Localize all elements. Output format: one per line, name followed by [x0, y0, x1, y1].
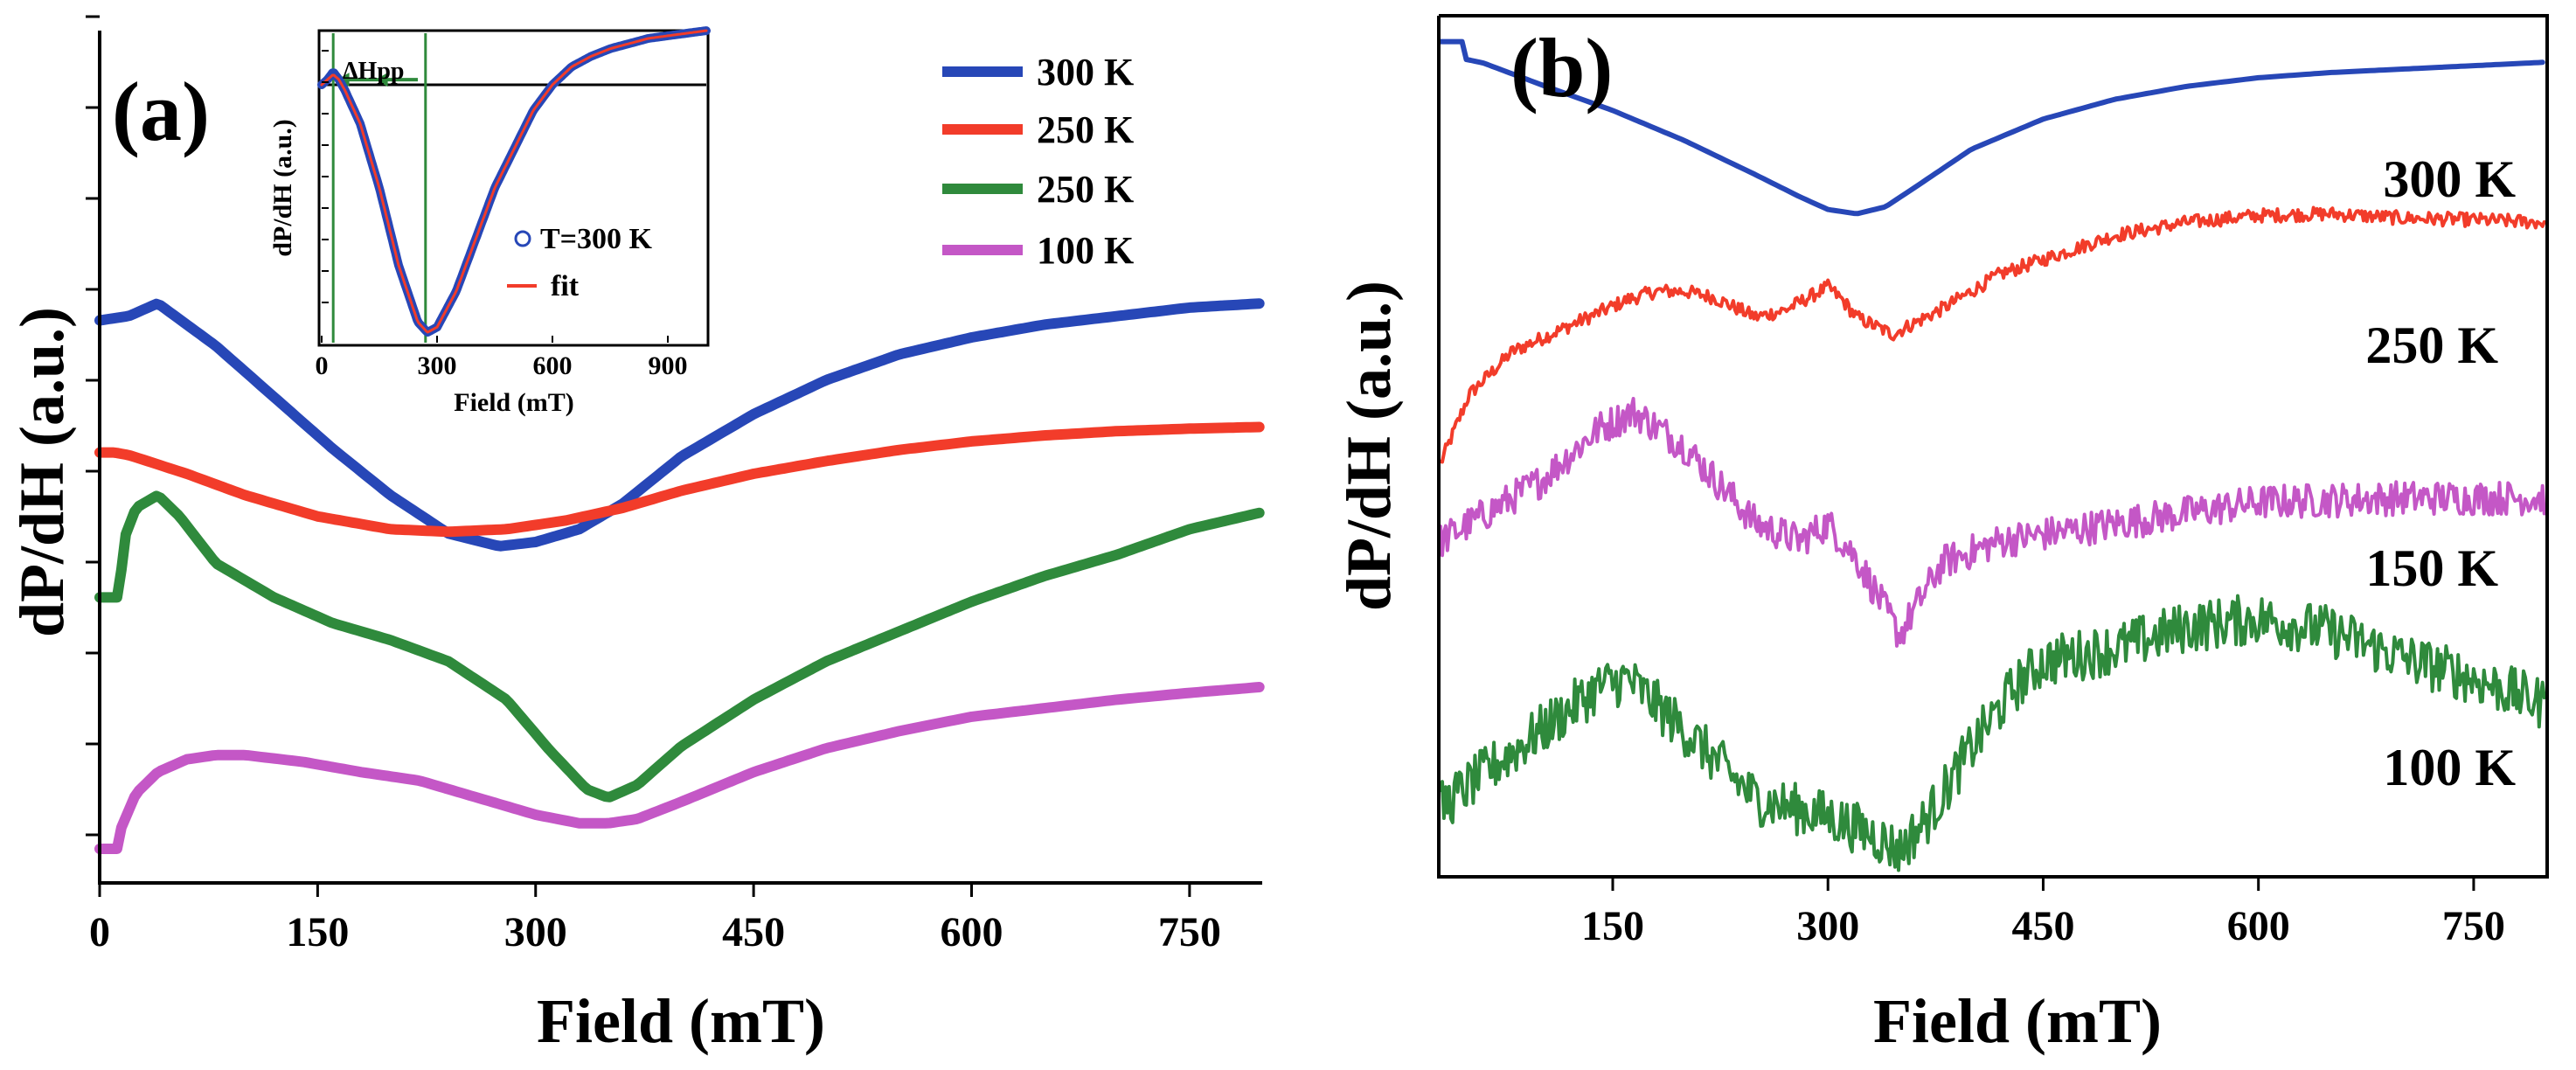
panel-b: 150 300 450 600 750 (b) Field (mT) dP/dH (a.…	[1334, 14, 2549, 1056]
series-line-150k-2	[1439, 397, 2546, 648]
inset-y-ticks	[322, 50, 329, 303]
x-tick-label: 750	[2442, 903, 2505, 949]
x-tick-label: 150	[286, 909, 349, 955]
x-tick-label: 150	[1581, 903, 1644, 949]
panel-b-plot-area	[1438, 38, 2546, 872]
series-line-300k-0	[94, 298, 1265, 552]
x-tick-label: 450	[2011, 903, 2074, 949]
panel-a-x-ticks: 0 150 300 450 600 750	[89, 883, 1221, 955]
panel-a-x-label: Field (mT)	[537, 986, 825, 1056]
inset-chart: 0 300 600 900 Field (mT) dP/dH (a.u.) ΔHpp …	[268, 26, 711, 417]
inset-plot-area	[317, 26, 711, 343]
inset-x-ticks: 0 300 600 900	[316, 336, 688, 380]
inset-x-tick-label: 300	[418, 351, 457, 380]
panel-a-plot-area	[94, 298, 1265, 854]
x-tick-label: 300	[504, 909, 567, 955]
inset-legend: T=300 K fit	[507, 223, 653, 302]
curve-label-150k: 150 K	[2365, 539, 2498, 597]
inset-x-label: Field (mT)	[454, 388, 573, 417]
curve-label-250k: 250 K	[2365, 316, 2498, 374]
x-tick-label: 750	[1158, 909, 1221, 955]
inset-x-tick-label: 900	[649, 351, 688, 380]
series-line-250k-1	[1439, 205, 2546, 464]
curve-label-300k: 300 K	[2383, 150, 2516, 208]
x-tick-label: 600	[941, 909, 1003, 955]
x-tick-label: 300	[1796, 903, 1859, 949]
series-line-250k-2	[94, 490, 1265, 802]
legend-label-250k-green: 250 K	[1037, 168, 1134, 211]
x-tick-label: 600	[2227, 903, 2290, 949]
series-line-250k-1	[94, 421, 1265, 538]
x-tick-label: 450	[722, 909, 785, 955]
inset-legend-label-fit: fit	[551, 270, 580, 302]
series-line-300k-0	[1438, 38, 2545, 217]
panel-a: 0 150 300 450 600 750 (a) Field (mT) dP/dH (a…	[7, 15, 1265, 1056]
legend-label-250k-red: 250 K	[1037, 108, 1134, 151]
inset-legend-marker-data	[514, 230, 531, 247]
panel-b-x-label: Field (mT)	[1873, 986, 2162, 1056]
x-tick-label: 0	[89, 909, 110, 955]
inset-x-tick-label: 600	[533, 351, 573, 380]
curve-label-100k: 100 K	[2383, 739, 2516, 796]
panel-a-y-ticks	[86, 15, 100, 837]
panel-a-label: (a)	[112, 65, 210, 158]
panel-a-y-label: dP/dH (a.u.)	[7, 307, 77, 637]
inset-arrowhead-mid	[375, 73, 388, 87]
series-line-100k-3	[1439, 594, 2546, 872]
panel-b-x-ticks: 150 300 450 600 750	[1581, 877, 2505, 949]
inset-annotation-dhpp: ΔHpp	[343, 58, 404, 85]
panel-b-y-label: dP/dH (a.u.)	[1334, 281, 1404, 611]
legend-label-300k: 300 K	[1037, 51, 1134, 94]
legend-label-100k: 100 K	[1037, 229, 1134, 272]
inset-legend-label-data: T=300 K	[540, 223, 653, 255]
panel-b-label: (b)	[1510, 21, 1613, 115]
series-line-100k-3	[94, 682, 1265, 854]
panel-a-legend: 300 K 250 K 250 K 100 K	[942, 51, 1134, 272]
inset-series-fit	[320, 29, 708, 334]
inset-y-label: dP/dH (a.u.)	[268, 119, 297, 257]
inset-x-tick-label: 0	[316, 351, 329, 380]
